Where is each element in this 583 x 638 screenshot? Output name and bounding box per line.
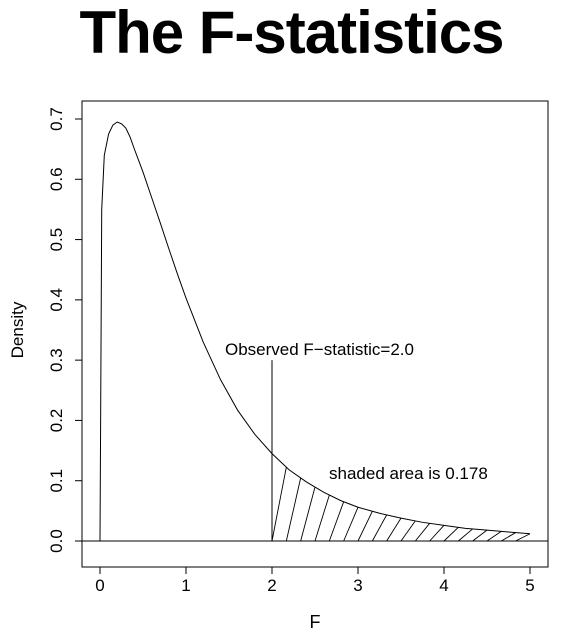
shaded-region-hatching — [271, 467, 531, 542]
hatch-line — [515, 533, 531, 542]
x-tick-label: 2 — [267, 576, 276, 595]
y-axis: 0.0 0.1 0.2 0.3 0.4 0.5 0.6 0.7 — [47, 107, 83, 553]
y-tick-label: 0.6 — [47, 167, 66, 191]
hatch-line — [458, 528, 473, 542]
hatch-line — [300, 486, 316, 542]
hatch-line — [386, 517, 402, 542]
y-tick-label: 0.3 — [47, 348, 66, 372]
y-tick-label: 0.5 — [47, 228, 66, 252]
page-title: The F-statistics — [79, 0, 504, 66]
observed-statistic-label: Observed F−statistic=2.0 — [225, 340, 414, 359]
hatch-line — [486, 530, 502, 542]
y-tick-label: 0.2 — [47, 409, 66, 433]
density-curve — [99, 121, 531, 542]
hatch-line — [400, 520, 416, 542]
hatch-line — [371, 514, 388, 542]
x-tick-label: 5 — [525, 576, 534, 595]
hatch-line — [357, 511, 373, 542]
y-tick-label: 0.4 — [47, 288, 66, 312]
y-axis-label: Density — [8, 301, 27, 358]
hatch-line — [314, 494, 330, 542]
hatch-line — [443, 527, 459, 542]
hatch-line — [429, 525, 445, 542]
hatch-line — [414, 523, 431, 542]
hatch-line — [285, 477, 302, 542]
x-tick-label: 1 — [181, 576, 190, 595]
hatch-line — [501, 532, 516, 542]
y-tick-label: 0.1 — [47, 469, 66, 493]
x-axis-label: F — [310, 612, 321, 632]
y-tick-label: 0.7 — [47, 107, 66, 131]
x-tick-label: 3 — [353, 576, 362, 595]
x-axis: 0 1 2 3 4 5 — [95, 566, 535, 595]
hatch-line — [472, 529, 488, 542]
x-tick-label: 4 — [439, 576, 448, 595]
hatch-line — [271, 467, 287, 542]
y-tick-label: 0.0 — [47, 529, 66, 553]
hatch-line — [343, 507, 359, 542]
hatch-line — [328, 501, 345, 542]
plot-frame — [81, 100, 549, 568]
shaded-area-label: shaded area is 0.178 — [329, 464, 488, 483]
x-tick-label: 0 — [95, 576, 104, 595]
